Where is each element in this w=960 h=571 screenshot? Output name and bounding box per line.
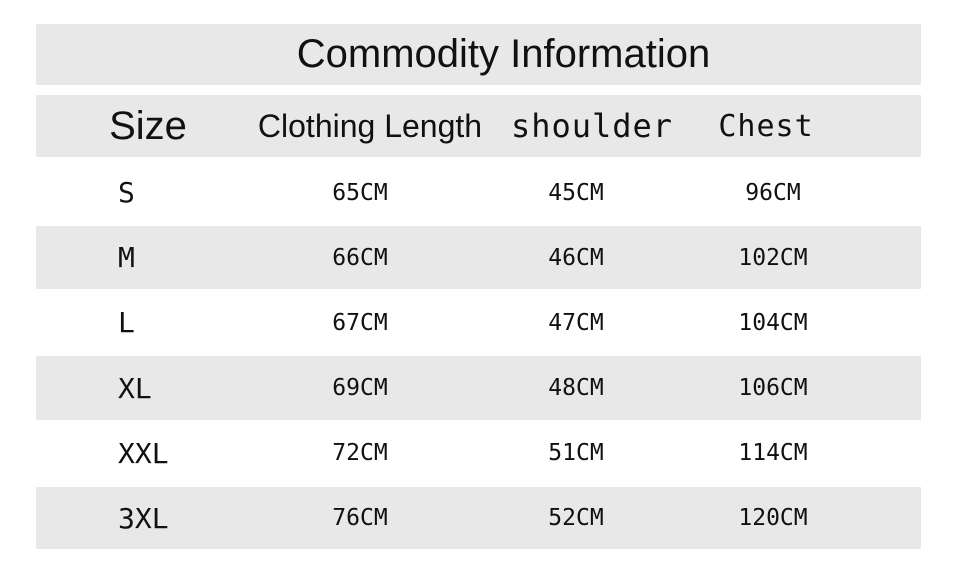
clothing-length-cell: 76CM xyxy=(332,505,388,531)
shoulder-cell: 47CM xyxy=(548,309,604,336)
size-cell: L xyxy=(118,306,135,339)
table-row: L 67CM 47CM 104CM xyxy=(36,290,921,355)
shoulder-cell: 52CM xyxy=(548,505,604,531)
size-cell: 3XL xyxy=(118,501,169,535)
table-row: M 66CM 46CM 102CM xyxy=(36,226,921,289)
chest-cell: 102CM xyxy=(738,244,808,271)
clothing-length-cell: 69CM xyxy=(332,375,388,401)
table-row: 3XL 76CM 52CM 120CM xyxy=(36,487,921,549)
size-cell: XXL xyxy=(118,436,169,470)
clothing-length-cell: 67CM xyxy=(332,309,388,336)
chest-cell: 106CM xyxy=(738,375,808,401)
clothing-length-cell: 65CM xyxy=(332,179,388,206)
title-text: Commodity Information xyxy=(296,32,711,76)
shoulder-cell: 48CM xyxy=(548,375,604,401)
table-row: XL 69CM 48CM 106CM xyxy=(36,356,921,420)
header-clothing-length: Clothing Length xyxy=(257,107,483,144)
shoulder-cell: 51CM xyxy=(548,440,604,466)
size-cell: S xyxy=(118,176,135,209)
clothing-length-cell: 72CM xyxy=(332,440,388,466)
chest-cell: 96CM xyxy=(745,179,801,206)
size-cell: M xyxy=(118,241,135,274)
table-row: S 65CM 45CM 96CM xyxy=(36,160,921,225)
chest-cell: 120CM xyxy=(738,505,808,531)
size-cell: XL xyxy=(118,371,152,405)
header-shoulder: shoulder xyxy=(510,107,674,145)
chest-cell: 104CM xyxy=(738,309,808,336)
table-row: XXL 72CM 51CM 114CM xyxy=(36,421,921,485)
chest-cell: 114CM xyxy=(738,440,808,466)
shoulder-cell: 45CM xyxy=(548,179,604,206)
clothing-length-cell: 66CM xyxy=(332,244,388,271)
header-chest: Chest xyxy=(718,108,814,144)
table-header: Size Clothing Length shoulder Chest xyxy=(36,95,921,157)
header-size: Size xyxy=(109,103,187,148)
shoulder-cell: 46CM xyxy=(548,244,604,271)
table-title: Commodity Information xyxy=(36,24,921,85)
